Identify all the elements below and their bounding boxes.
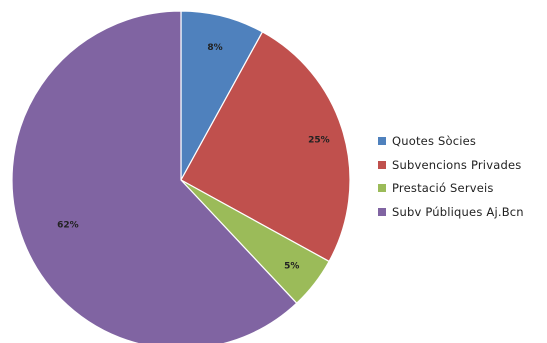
legend-label: Subvencions Privades — [392, 157, 522, 172]
legend-label: Quotes Sòcies — [392, 134, 477, 148]
pie-slice-subv-publiques-aj-bcn — [11, 10, 298, 343]
data-label-subvencions-privades: 25% — [308, 135, 330, 145]
legend-swatch — [378, 207, 386, 216]
pie-slice-subvencions-privades — [180, 31, 351, 263]
pie-slices — [11, 10, 351, 343]
legend-label: Subv Públiques Aj.Bcn — [392, 204, 524, 219]
pie-data-labels: 8% 25% 5% 62% — [57, 43, 330, 272]
legend-swatch — [378, 160, 386, 169]
legend-swatch — [378, 137, 386, 145]
legend-item-subv-publiques: Subv Públiques Aj.Bcn — [378, 205, 524, 219]
legend-label: Prestació Serveis — [392, 181, 494, 195]
data-label-subv-publiques-aj-bcn: 62% — [57, 220, 79, 230]
data-label-quotes-socies: 8% — [207, 43, 222, 53]
legend-item-subvencions-privades: Subvencions Privades — [378, 158, 524, 172]
legend-swatch — [378, 184, 386, 192]
legend-item-quotes-socies: Quotes Sòcies — [378, 134, 524, 148]
legend-item-prestacio-serveis: Prestació Serveis — [378, 181, 524, 195]
legend: Quotes Sòcies Subvencions Privades Prest… — [378, 134, 524, 228]
data-label-prestacio-serveis: 5% — [284, 262, 299, 272]
